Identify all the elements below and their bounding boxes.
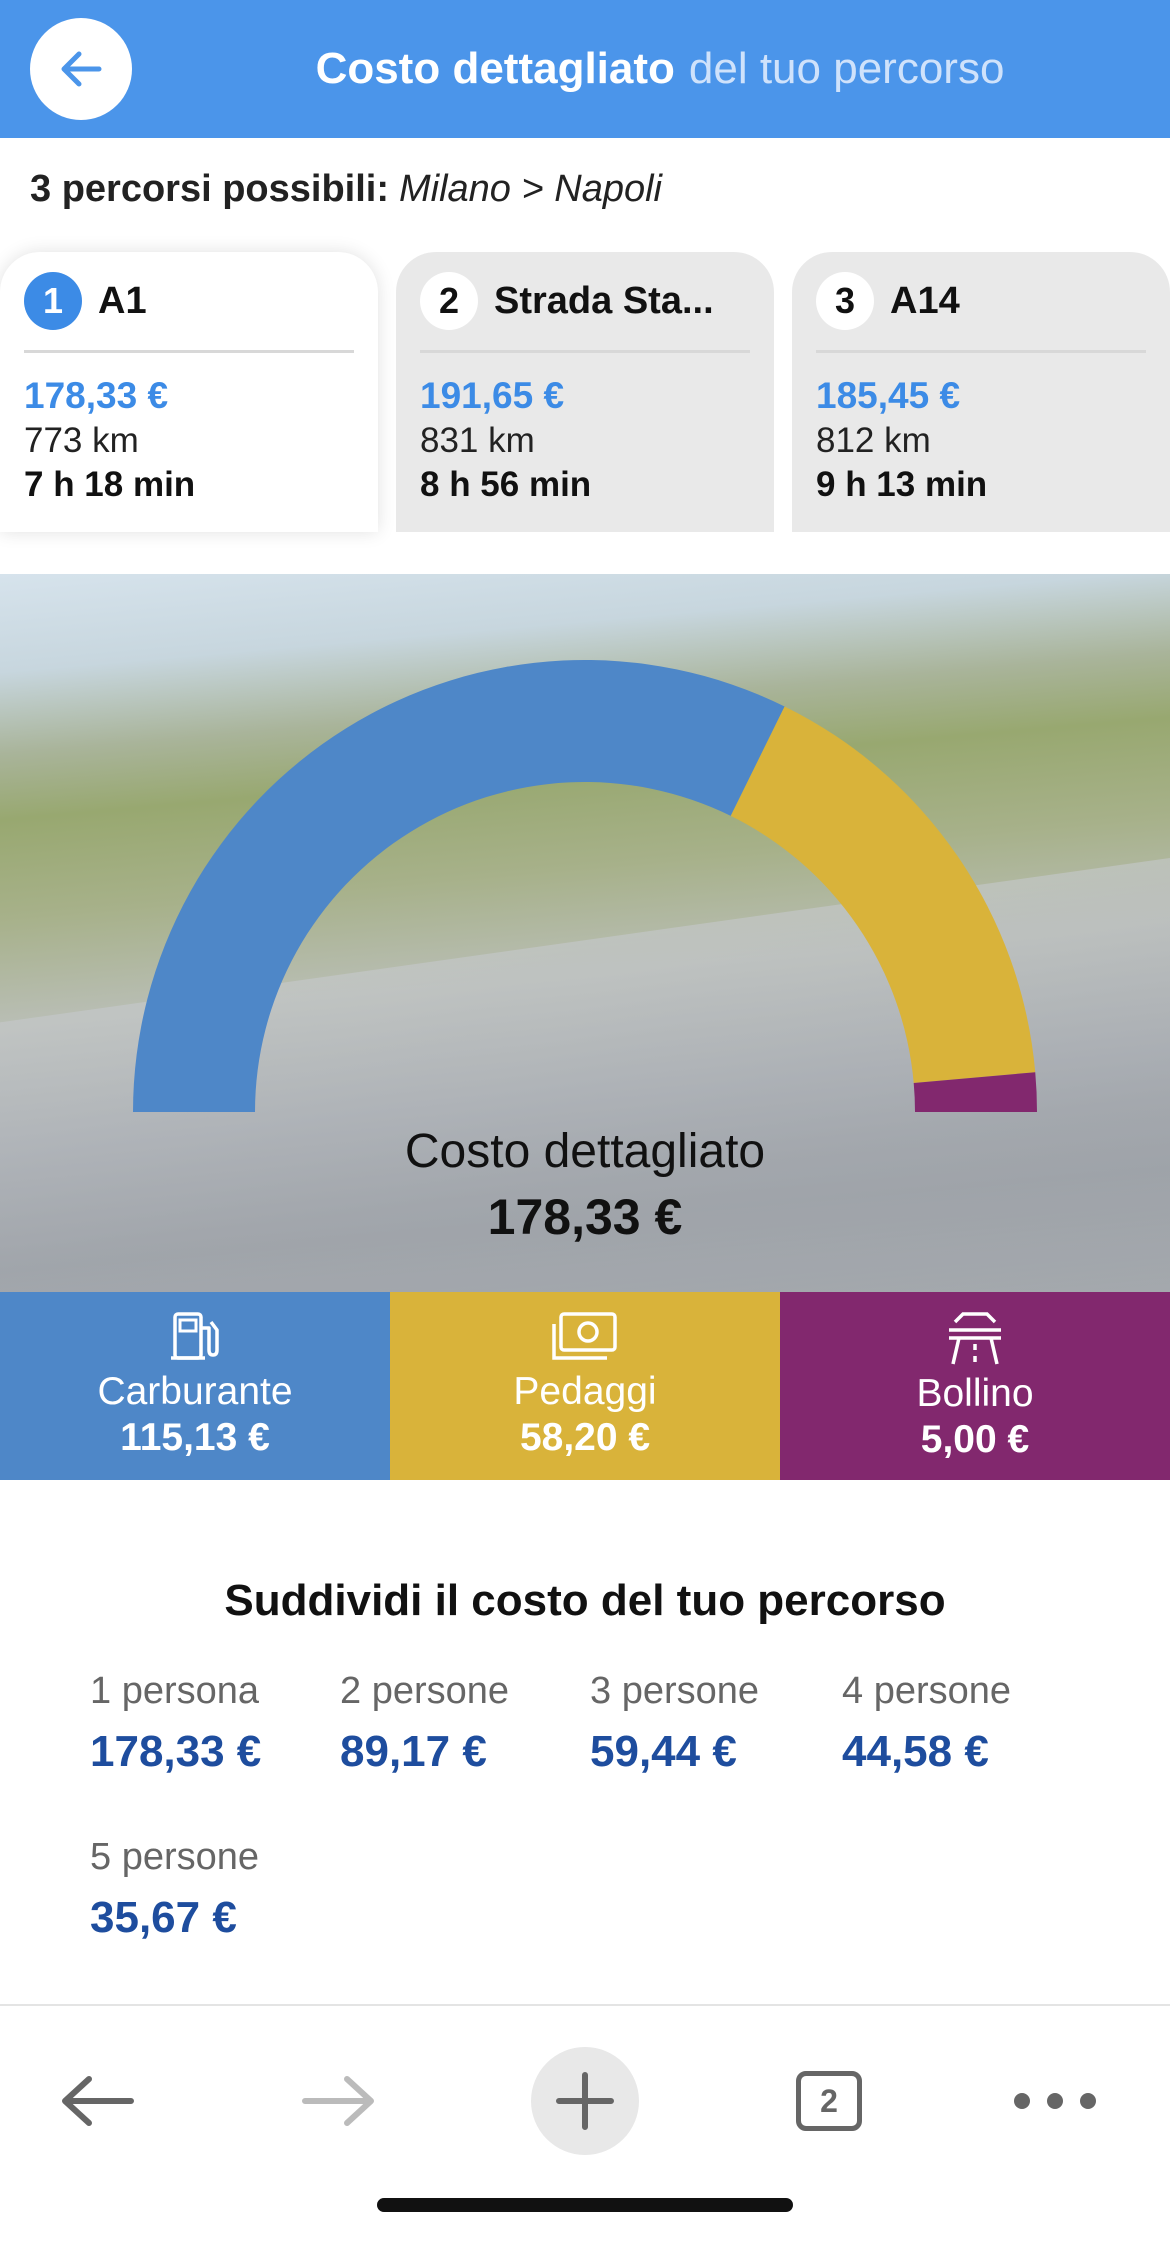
page-title-bold: Costo dettagliato bbox=[315, 44, 675, 93]
cash-icon bbox=[552, 1312, 617, 1360]
route-number-badge: 3 bbox=[816, 272, 874, 330]
split-value: 59,44 € bbox=[590, 1727, 737, 1776]
route-card-2[interactable]: 2 Strada Sta... 191,65 € 831 km 8 h 56 m… bbox=[396, 252, 774, 532]
split-item: 4 persone 44,58 € bbox=[842, 1670, 1082, 1777]
route-name: A1 bbox=[98, 279, 147, 322]
cost-label: Carburante bbox=[97, 1370, 293, 1413]
cost-label: Pedaggi bbox=[513, 1370, 657, 1413]
split-label: 3 persone bbox=[590, 1670, 760, 1712]
route-number-badge: 2 bbox=[420, 272, 478, 330]
split-value: 178,33 € bbox=[90, 1727, 262, 1776]
cost-value: 115,13 € bbox=[120, 1416, 270, 1459]
route-card-3[interactable]: 3 A14 185,45 € 812 km 9 h 13 min bbox=[792, 252, 1170, 532]
cost-tile-tolls: Pedaggi 58,20 € bbox=[390, 1292, 780, 1480]
route-distance: 831 km bbox=[420, 421, 535, 460]
plus-button-bg bbox=[531, 2047, 639, 2155]
route-card-header: 1 A1 bbox=[24, 252, 354, 353]
split-item: 5 persone 35,67 € bbox=[90, 1836, 330, 1943]
arrow-left-icon bbox=[61, 51, 102, 87]
gauge-segment-bollino bbox=[913, 1072, 1037, 1112]
cost-label: Bollino bbox=[916, 1372, 1034, 1415]
split-label: 5 persone bbox=[90, 1836, 260, 1878]
cost-chart-area: Costo dettagliato 178,33 € bbox=[0, 574, 1170, 1292]
page-title: Costo dettagliato del tuo percorso bbox=[170, 0, 1150, 138]
cost-value: 58,20 € bbox=[519, 1416, 651, 1459]
route-price: 185,45 € bbox=[816, 375, 961, 416]
cost-breakdown: Carburante 115,13 € Pedaggi 58,20 € Boll… bbox=[0, 1292, 1170, 1480]
plus-icon bbox=[556, 2072, 614, 2130]
back-button[interactable] bbox=[30, 18, 132, 120]
more-icon bbox=[1014, 2093, 1096, 2109]
route-duration: 7 h 18 min bbox=[24, 465, 196, 504]
route-distance: 773 km bbox=[24, 421, 139, 460]
chart-caption: Costo dettagliato bbox=[404, 1125, 766, 1178]
page-title-light: del tuo percorso bbox=[688, 44, 1005, 93]
route-card-header: 3 A14 bbox=[816, 252, 1146, 353]
split-value: 89,17 € bbox=[340, 1727, 487, 1776]
route-name: A14 bbox=[890, 279, 960, 322]
back-arrow-icon bbox=[62, 2076, 134, 2126]
browser-back-button[interactable] bbox=[42, 2046, 152, 2156]
header: Costo dettagliato del tuo percorso bbox=[0, 0, 1170, 138]
chart-total: 178,33 € bbox=[487, 1189, 683, 1245]
split-value: 35,67 € bbox=[90, 1893, 237, 1942]
route-endpoints: Milano > Napoli bbox=[399, 168, 662, 210]
more-button[interactable] bbox=[1000, 2046, 1110, 2156]
split-label: 4 persone bbox=[842, 1670, 1012, 1712]
route-duration: 9 h 13 min bbox=[816, 465, 988, 504]
route-price: 178,33 € bbox=[24, 375, 169, 416]
routes-summary: 3 percorsi possibili: Milano > Napoli bbox=[30, 168, 662, 211]
routes-count-label: 3 percorsi possibili: bbox=[30, 168, 389, 210]
forward-arrow-icon bbox=[302, 2076, 374, 2126]
highway-icon bbox=[949, 1312, 1001, 1365]
new-tab-button[interactable] bbox=[530, 2046, 640, 2156]
split-label: 1 persona bbox=[90, 1670, 260, 1712]
cost-tile-fuel: Carburante 115,13 € bbox=[0, 1292, 390, 1480]
route-cards: 1 A1 178,33 € 773 km 7 h 18 min 2 Strada… bbox=[0, 252, 1170, 532]
browser-forward-button[interactable] bbox=[284, 2046, 394, 2156]
gauge-segment-tolls bbox=[730, 706, 1036, 1083]
split-value: 44,58 € bbox=[842, 1727, 989, 1776]
route-name: Strada Sta... bbox=[494, 279, 714, 322]
home-indicator bbox=[377, 2198, 793, 2212]
route-price: 191,65 € bbox=[420, 375, 565, 416]
split-title: Suddividi il costo del tuo percorso bbox=[224, 1576, 946, 1625]
route-distance: 812 km bbox=[816, 421, 931, 460]
split-item: 3 persone 59,44 € bbox=[590, 1670, 830, 1777]
cost-tile-bollino: Bollino 5,00 € bbox=[780, 1292, 1170, 1480]
cost-gauge-chart bbox=[133, 659, 1037, 1112]
route-card-1[interactable]: 1 A1 178,33 € 773 km 7 h 18 min bbox=[0, 252, 378, 532]
split-item: 2 persone 89,17 € bbox=[340, 1670, 580, 1777]
route-number-badge: 1 bbox=[24, 272, 82, 330]
gauge-segment-fuel bbox=[133, 659, 785, 1112]
cost-value: 5,00 € bbox=[920, 1418, 1030, 1461]
tabs-icon: 2 bbox=[796, 2071, 862, 2131]
fuel-pump-icon bbox=[171, 1312, 219, 1360]
route-duration: 8 h 56 min bbox=[420, 465, 592, 504]
route-card-header: 2 Strada Sta... bbox=[420, 252, 750, 353]
split-label: 2 persone bbox=[340, 1670, 510, 1712]
split-item: 1 persona 178,33 € bbox=[90, 1670, 330, 1777]
tabs-button[interactable]: 2 bbox=[774, 2046, 884, 2156]
